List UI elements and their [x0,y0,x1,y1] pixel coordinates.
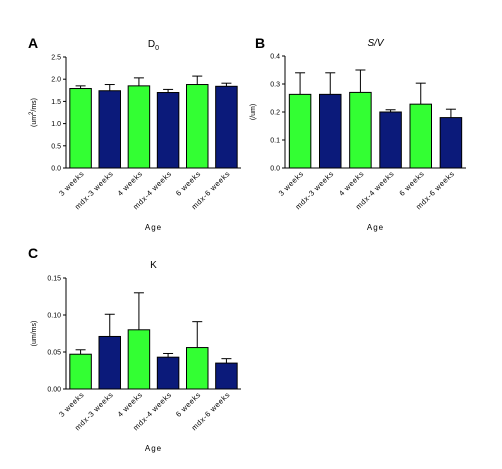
y-axis-label-part: /ms) [31,98,38,112]
bar [215,362,238,390]
bar [69,353,92,390]
y-tick-label: 0.00 [47,387,61,394]
x-tick-label: 4 weeks [337,169,366,198]
bar [127,329,151,390]
y-axis-label: (/um) [250,104,257,120]
chart-title-subscript: 0 [155,45,159,52]
y-tick-label: 2.5 [51,55,61,62]
y-axis-label-part: (um [31,115,38,127]
bar [156,92,180,169]
x-tick-label: 4 weeks [116,169,145,198]
bar [349,91,372,169]
x-tick-label: 6 weeks [397,169,426,198]
bar [288,93,312,169]
x-axis-label: Age [145,444,162,453]
x-tick-label: 6 weeks [174,169,203,198]
x-tick-label: 6 weeks [174,390,203,419]
chart-title: K [150,260,157,271]
bar [69,88,92,169]
y-tick-label: 0.10 [47,313,61,320]
chart-title-main: D [148,39,155,50]
y-tick-label: 0.15 [47,276,61,283]
y-tick-label: 0.0 [51,166,61,173]
panel-letter: A [28,35,38,51]
panel-letter: B [255,35,265,51]
bar [156,356,180,390]
bar [439,117,463,169]
x-tick-label: 3 weeks [277,169,306,198]
panel-letter: C [28,245,38,261]
x-tick-label: 3 weeks [57,169,86,198]
y-tick-label: 1.5 [51,99,61,106]
bar [98,335,121,390]
y-tick-label: 0.0 [270,166,280,173]
chart-title: D0 [148,39,159,52]
x-tick-label: 4 weeks [116,390,145,419]
y-tick-label: 0.1 [270,138,280,145]
bar [379,111,402,169]
y-tick-label: 0.5 [51,143,61,150]
chart-title: S/V [367,38,384,49]
y-axis-label-superscript: 2 [29,111,35,115]
y-tick-label: 0.3 [270,82,280,89]
y-tick-label: 0.05 [47,350,61,357]
y-tick-label: 0.4 [270,54,280,61]
y-tick-label: 2.0 [51,77,61,84]
bar [186,84,209,169]
x-tick-label: 3 weeks [57,390,86,419]
y-axis-label: (um2/ms) [29,98,38,127]
chart-panel-a: A D00.00.51.01.52.02.5(um2/ms)3 weeksmdx-… [28,35,241,232]
bar [186,347,209,390]
bar [409,103,432,169]
bar [215,85,238,169]
bar [319,93,342,169]
y-tick-label: 1.0 [51,121,61,128]
y-tick-label: 0.2 [270,110,280,117]
bar [98,90,121,169]
y-axis-label: (um/ms) [31,321,38,347]
x-axis-label: Age [367,223,384,232]
x-axis-label: Age [145,223,162,232]
bar [127,85,151,169]
